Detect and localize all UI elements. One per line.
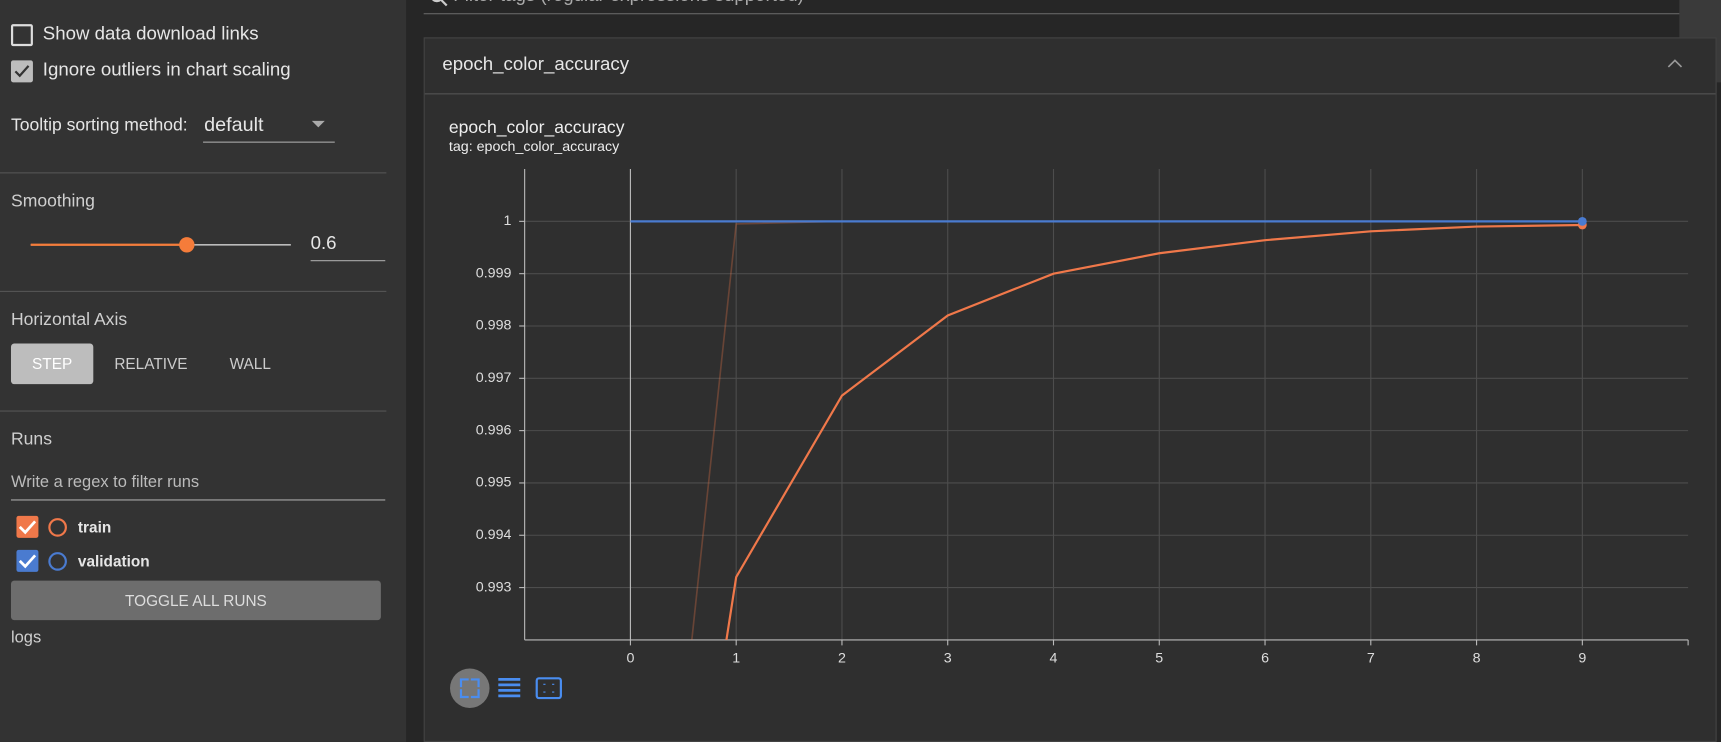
- slider-knob[interactable]: [179, 237, 195, 253]
- collapse-icon[interactable]: [1667, 58, 1683, 69]
- checkbox[interactable]: [10, 24, 33, 47]
- underline: [310, 260, 386, 262]
- x-tick-label: 9: [1578, 650, 1586, 666]
- check: [14, 65, 30, 78]
- chart-title: epoch_color_accuracy: [449, 117, 625, 138]
- run-filter[interactable]: Write a regex to filter runs: [10, 472, 200, 492]
- underline: [203, 141, 335, 143]
- label: Runs: [10, 430, 52, 449]
- x-tick-label: 2: [838, 650, 846, 666]
- raw-line: [690, 220, 1583, 640]
- chart: epoch_color_accuracy tag: epoch_color_ac…: [449, 117, 1689, 708]
- card: epoch_color_accuracy: [423, 37, 1717, 742]
- search-icon: [431, 0, 448, 7]
- x-tick-label: 8: [1473, 650, 1481, 666]
- checkbox[interactable]: [10, 60, 33, 83]
- x-tick-label: 6: [1261, 650, 1269, 666]
- run-checkbox[interactable]: [16, 515, 39, 538]
- label: Horizontal Axis: [10, 310, 128, 330]
- x-tick-label: 4: [1050, 650, 1058, 666]
- y-tick-label: 0.996: [476, 422, 512, 438]
- card-header[interactable]: epoch_color_accuracy: [442, 53, 630, 75]
- y-tick-label: 1: [504, 213, 512, 229]
- toggle-button[interactable]: TOGGLE ALL RUNS: [10, 580, 381, 621]
- dropdown-value[interactable]: default: [204, 113, 264, 136]
- axis-button[interactable]: STEP: [10, 343, 94, 385]
- chart-subtitle: tag: epoch_color_accuracy: [449, 139, 620, 155]
- label: Tooltip sorting method:: [10, 116, 188, 136]
- run-name: train: [77, 518, 112, 536]
- x-tick-label: 0: [626, 650, 634, 666]
- y-tick-label: 0.998: [476, 318, 512, 334]
- axis-button[interactable]: RELATIVE: [114, 354, 188, 373]
- series-line: [725, 223, 1583, 640]
- underline: [10, 499, 386, 501]
- check: [18, 520, 37, 535]
- fit-domain-button[interactable]: [535, 677, 562, 700]
- divider: [0, 410, 387, 412]
- fullscreen-button[interactable]: [450, 668, 490, 708]
- label: Show data download links: [42, 23, 259, 44]
- x-tick-label: 5: [1155, 650, 1163, 666]
- slider[interactable]: [22, 230, 302, 259]
- x-tick-label: 3: [944, 650, 952, 666]
- y-tick-label: 0.999: [476, 265, 512, 281]
- run-color[interactable]: [48, 518, 67, 537]
- label: Ignore outliers in chart scaling: [42, 59, 291, 81]
- fit-icon: [543, 683, 555, 693]
- fullscreen-icon: [459, 678, 480, 699]
- slider-value[interactable]: 0.6: [310, 232, 337, 254]
- axis-button[interactable]: WALL: [229, 354, 271, 373]
- underline: [423, 13, 1713, 15]
- sidebar: Show data download links Ignore outliers…: [0, 0, 407, 742]
- label: logs: [10, 628, 42, 648]
- run-color[interactable]: [48, 552, 67, 571]
- divider: [0, 172, 387, 174]
- run-checkbox[interactable]: [16, 549, 39, 572]
- check: [18, 554, 37, 569]
- y-tick-label: 0.994: [476, 527, 512, 543]
- x-tick-label: 7: [1367, 650, 1375, 666]
- search-input[interactable]: Filter tags (regular expressions support…: [453, 0, 804, 7]
- divider: [0, 290, 387, 292]
- x-tick-label: 1: [732, 650, 740, 666]
- dropdown-arrow: [311, 120, 325, 128]
- point: [1577, 216, 1587, 226]
- separator: [424, 93, 1716, 95]
- label: Smoothing: [10, 192, 95, 211]
- y-tick-label: 0.993: [476, 579, 512, 595]
- run-name: validation: [77, 552, 150, 570]
- y-tick-label: 0.995: [476, 475, 512, 491]
- y-tick-label: 0.997: [476, 370, 512, 386]
- legend-toggle[interactable]: [498, 678, 521, 698]
